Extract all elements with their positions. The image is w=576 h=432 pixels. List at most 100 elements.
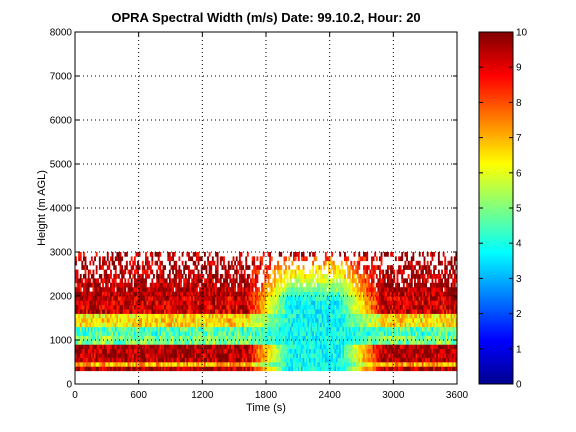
heatmap-cell: [380, 318, 383, 323]
heatmap-cell: [262, 282, 265, 288]
heatmap-cell: [288, 291, 291, 297]
heatmap-cell: [108, 331, 111, 336]
heatmap-cell: [361, 318, 364, 323]
heatmap-cell: [421, 309, 424, 314]
heatmap-cell: [334, 282, 337, 288]
heatmap-cell: [305, 309, 308, 314]
heatmap-cell: [414, 331, 416, 336]
heatmap-cell: [194, 309, 197, 314]
heatmap-cell: [453, 340, 456, 345]
heatmap-cell: [275, 335, 278, 341]
heatmap-cell: [200, 304, 203, 310]
heatmap-cell: [379, 366, 381, 372]
heatmap-cell: [261, 335, 264, 341]
heatmap-cell: [374, 304, 377, 310]
heatmap-cell: [453, 366, 456, 372]
heatmap-cell: [417, 300, 420, 306]
heatmap-cell: [375, 291, 378, 297]
heatmap-cell: [278, 318, 281, 323]
heatmap-cell: [358, 313, 361, 319]
heatmap-cell: [355, 348, 358, 354]
heatmap-cell: [328, 287, 330, 292]
heatmap-cell: [434, 322, 437, 328]
heatmap-cell: [386, 287, 389, 292]
heatmap-cell: [259, 344, 262, 350]
heatmap-cell: [266, 348, 268, 354]
heatmap-cell: [288, 313, 291, 319]
heatmap-cell: [235, 335, 238, 341]
heatmap-cell: [310, 353, 313, 358]
heatmap-cell: [286, 353, 289, 358]
heatmap-cell: [124, 357, 127, 363]
heatmap-cell: [328, 348, 330, 354]
heatmap-cell: [103, 335, 106, 341]
heatmap-cell: [412, 309, 415, 314]
heatmap-cell: [323, 304, 326, 310]
heatmap-cell: [116, 331, 119, 336]
heatmap-cell: [258, 362, 260, 367]
heatmap-cell: [313, 344, 316, 350]
heatmap-cell: [243, 353, 246, 358]
heatmap-cell: [421, 322, 424, 328]
heatmap-cell: [192, 296, 195, 301]
heatmap-cell: [149, 296, 152, 301]
heatmap-cell: [342, 366, 345, 372]
heatmap-cell: [148, 300, 151, 306]
heatmap-cell: [312, 304, 315, 310]
heatmap-cell: [414, 340, 416, 345]
heatmap-cell: [132, 300, 135, 306]
heatmap-cell: [372, 278, 375, 284]
heatmap-cell: [334, 287, 337, 292]
heatmap-cell: [444, 353, 447, 358]
heatmap-cell: [291, 300, 294, 306]
heatmap-cell: [421, 313, 424, 319]
heatmap-cell: [447, 331, 450, 336]
heatmap-cell: [167, 353, 170, 358]
heatmap-cell: [114, 278, 117, 284]
heatmap-cell: [455, 362, 458, 367]
heatmap-cell: [441, 331, 443, 336]
heatmap-cell: [146, 335, 149, 341]
heatmap-cell: [186, 362, 189, 367]
heatmap-cell: [296, 278, 299, 284]
heatmap-cell: [434, 313, 437, 319]
heatmap-cell: [189, 300, 192, 306]
heatmap-cell: [165, 362, 168, 367]
heatmap-cell: [302, 353, 305, 358]
heatmap-cell: [92, 366, 95, 372]
heatmap-cell: [95, 300, 98, 306]
heatmap-cell: [264, 318, 267, 323]
heatmap-cell: [321, 340, 324, 345]
heatmap-cell: [176, 322, 179, 328]
heatmap-cell: [421, 291, 424, 297]
heatmap-cell: [296, 340, 299, 345]
heatmap-cell: [439, 318, 442, 323]
heatmap-cell: [152, 362, 155, 367]
heatmap-cell: [160, 318, 163, 323]
heatmap-cell: [294, 353, 297, 358]
heatmap-cell: [253, 291, 256, 297]
heatmap-cell: [377, 326, 380, 332]
heatmap-cell: [237, 353, 240, 358]
heatmap-cell: [385, 340, 388, 345]
heatmap-cell: [246, 300, 249, 306]
heatmap-cell: [152, 300, 155, 306]
heatmap-cell: [423, 318, 426, 323]
heatmap-cell: [216, 340, 219, 345]
heatmap-cell: [442, 331, 445, 336]
heatmap-cell: [281, 357, 284, 363]
heatmap-cell: [450, 322, 453, 328]
heatmap-cell: [116, 335, 119, 341]
heatmap-cell: [84, 274, 87, 279]
heatmap-cell: [157, 348, 160, 354]
heatmap-cell: [224, 318, 227, 323]
heatmap-cell: [429, 318, 432, 323]
heatmap-cell: [117, 282, 120, 288]
heatmap-cell: [202, 309, 205, 314]
heatmap-cell: [404, 296, 407, 301]
heatmap-cell: [122, 348, 125, 354]
heatmap-cell: [151, 304, 154, 310]
heatmap-cell: [299, 331, 302, 336]
heatmap-cell: [269, 362, 272, 367]
heatmap-cell: [78, 313, 81, 319]
